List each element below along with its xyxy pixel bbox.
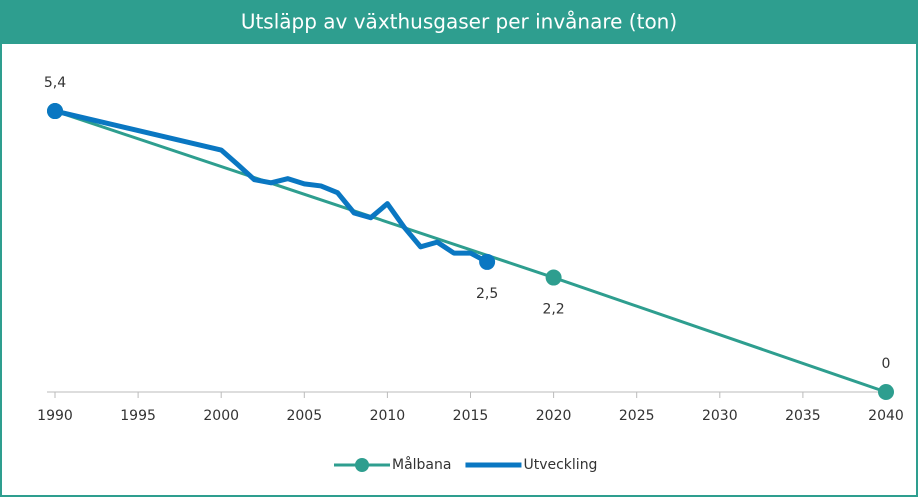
x-tick-label: 2035: [785, 408, 821, 424]
point-marker: [878, 384, 894, 400]
x-tick-label: 2010: [370, 408, 406, 424]
point-marker: [545, 269, 562, 286]
point-marker: [47, 103, 63, 120]
data-label: 5,4: [44, 75, 66, 91]
x-tick-label: 1995: [120, 408, 156, 424]
x-tick-label: 2005: [286, 408, 322, 424]
x-tick-label: 2015: [453, 408, 489, 424]
x-tick-label: 2025: [619, 408, 655, 424]
data-label: 2,5: [476, 286, 498, 302]
data-label: 2,2: [542, 302, 564, 318]
x-tick-label: 2000: [203, 408, 239, 424]
legend-marker: [355, 458, 369, 472]
title-bar: [0, 0, 918, 44]
point-marker: [479, 253, 496, 270]
data-label: 0: [882, 356, 891, 372]
chart-title: Utsläpp av växthusgaser per invånare (to…: [241, 10, 677, 34]
series-line: [54, 108, 489, 265]
x-tick-label: 2020: [536, 408, 572, 424]
x-tick-label: 2030: [702, 408, 738, 424]
legend-label: Utveckling: [523, 457, 597, 473]
x-tick-label: 1990: [37, 408, 73, 424]
x-tick-label: 2040: [868, 408, 904, 424]
legend-label: Målbana: [392, 456, 451, 473]
